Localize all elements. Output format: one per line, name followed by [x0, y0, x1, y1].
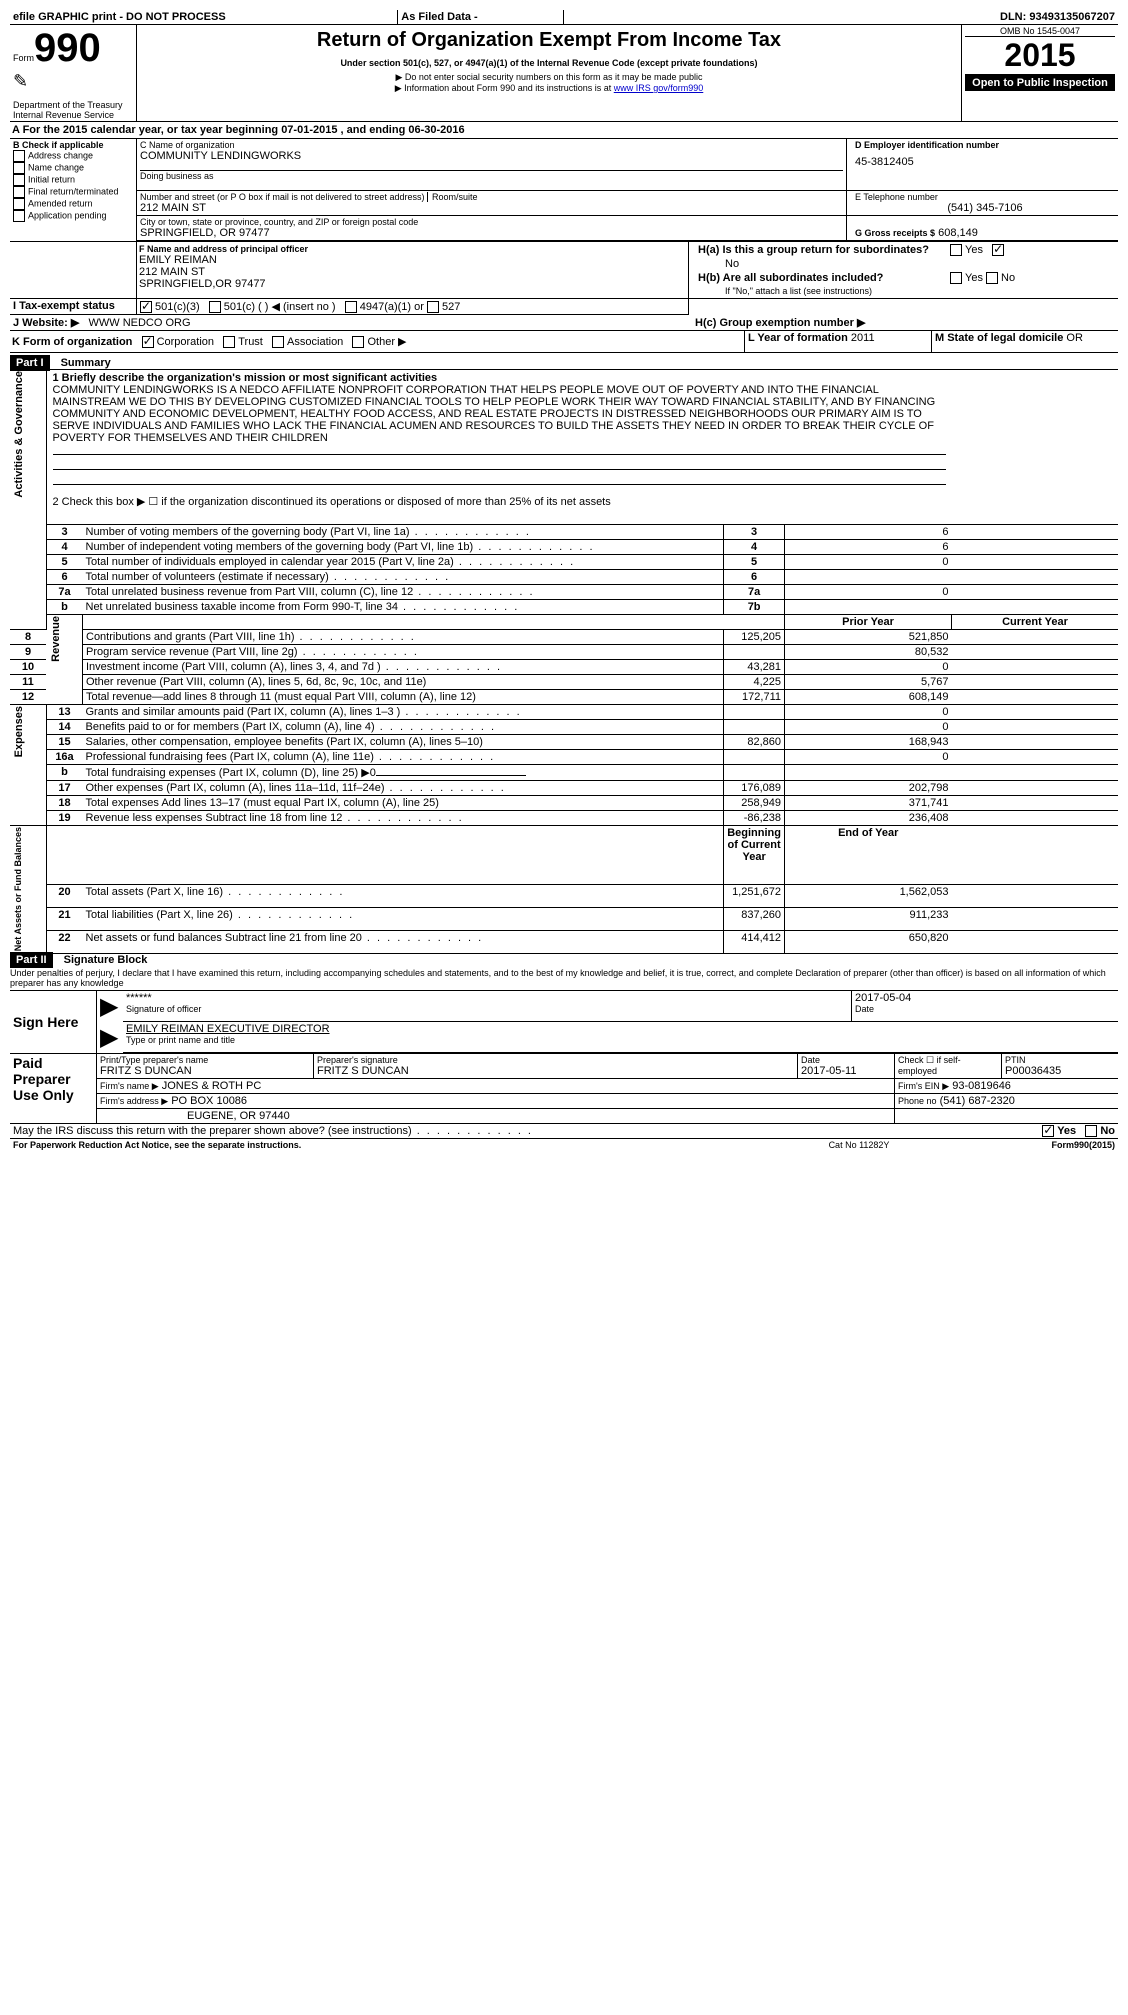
- part1-sub: Summary: [61, 357, 111, 369]
- i-4947[interactable]: [345, 301, 357, 313]
- discuss-row: May the IRS discuss this return with the…: [10, 1124, 1118, 1139]
- hb-yes[interactable]: [950, 272, 962, 284]
- f-city: SPRINGFIELD,OR 97477: [139, 278, 686, 290]
- ha-ans: No: [695, 257, 1115, 271]
- c-label: C Name of organization: [140, 140, 843, 150]
- tax-year: 2015: [965, 37, 1115, 75]
- g-value: 608,149: [938, 227, 978, 239]
- init-check[interactable]: [13, 174, 25, 186]
- i-501c[interactable]: [209, 301, 221, 313]
- mission-text: COMMUNITY LENDINGWORKS IS A NEDCO AFFILI…: [53, 384, 946, 444]
- addr-check[interactable]: [13, 150, 25, 162]
- declaration: Under penalties of perjury, I declare th…: [10, 966, 1118, 990]
- org-name: COMMUNITY LENDINGWORKS: [140, 150, 843, 162]
- omb-label: OMB No 1545-0047: [965, 26, 1115, 37]
- name-check[interactable]: [13, 162, 25, 174]
- i-527[interactable]: [427, 301, 439, 313]
- warn2: ▶ Information about Form 990 and its ins…: [395, 83, 614, 93]
- street-value: 212 MAIN ST: [140, 202, 843, 214]
- irs-label: Internal Revenue Service: [13, 110, 133, 120]
- e-value: (541) 345-7106: [855, 202, 1115, 214]
- open-inspection: Open to Public Inspection: [965, 75, 1115, 91]
- top-bar: efile GRAPHIC print - DO NOT PROCESS As …: [10, 10, 1118, 25]
- k-trust[interactable]: [223, 336, 235, 348]
- e-label: E Telephone number: [855, 192, 1115, 202]
- dln-value: 93493135067207: [1029, 11, 1115, 23]
- side-exp: Expenses: [13, 706, 25, 757]
- part2-sub: Signature Block: [64, 954, 148, 966]
- sign-block: Sign Here ▶ ****** Signature of officer …: [10, 990, 1118, 1054]
- k-other[interactable]: [352, 336, 364, 348]
- preparer-block: Paid Preparer Use Only Print/Type prepar…: [10, 1053, 1118, 1124]
- f-label: F Name and address of principal officer: [139, 244, 686, 254]
- part1-table: Activities & Governance 1 Briefly descri…: [10, 369, 1118, 953]
- irs-link[interactable]: www IRS gov/form990: [614, 83, 704, 93]
- dept-label: Department of the Treasury: [13, 100, 133, 110]
- form-subtitle: Under section 501(c), 527, or 4947(a)(1)…: [147, 58, 951, 68]
- side-ag: Activities & Governance: [13, 371, 25, 498]
- b-label: B Check if applicable: [13, 140, 133, 150]
- hb-no[interactable]: [986, 272, 998, 284]
- dba-label: Doing business as: [140, 170, 843, 181]
- ha-yes[interactable]: [950, 244, 962, 256]
- header-block: Form990 ✎ Department of the Treasury Int…: [10, 25, 1118, 122]
- app-check[interactable]: [13, 210, 25, 222]
- ij-block: I Tax-exempt status 501(c)(3) 501(c) ( )…: [10, 298, 1118, 331]
- discuss-no[interactable]: [1085, 1125, 1097, 1137]
- city-value: SPRINGFIELD, OR 97477: [140, 227, 843, 239]
- k-corp[interactable]: [142, 336, 154, 348]
- line-a: A For the 2015 calendar year, or tax yea…: [10, 122, 1118, 139]
- city-label: City or town, state or province, country…: [140, 217, 843, 227]
- amend-check[interactable]: [13, 198, 25, 210]
- warn1: ▶ Do not enter social security numbers o…: [147, 72, 951, 83]
- f-street: 212 MAIN ST: [139, 266, 686, 278]
- d-label: D Employer identification number: [855, 140, 1115, 150]
- side-rev: Revenue: [50, 616, 62, 662]
- klm-block: K Form of organization Corporation Trust…: [10, 331, 1118, 353]
- discuss-yes[interactable]: [1042, 1125, 1054, 1137]
- f-name: EMILY REIMAN: [139, 254, 686, 266]
- part1-title: Part I: [10, 355, 50, 371]
- form-prefix: Form: [13, 53, 34, 63]
- website: WWW NEDCO ORG: [89, 317, 191, 329]
- fh-block: F Name and address of principal officer …: [10, 241, 1118, 298]
- street-label: Number and street (or P O box if mail is…: [140, 192, 424, 202]
- footer: For Paperwork Reduction Act Notice, see …: [10, 1139, 1118, 1151]
- form-title: Return of Organization Exempt From Incom…: [147, 29, 951, 52]
- form-number: 990: [34, 26, 101, 70]
- ha-no[interactable]: [992, 244, 1004, 256]
- g-label: G Gross receipts $: [855, 228, 935, 238]
- dln-label: DLN:: [1000, 11, 1026, 23]
- bg-block: B Check if applicable Address change Nam…: [10, 139, 1118, 241]
- final-check[interactable]: [13, 186, 25, 198]
- asfiled-label: As Filed Data -: [398, 10, 564, 25]
- efile-label: efile GRAPHIC print - DO NOT PROCESS: [10, 10, 398, 25]
- d-value: 45-3812405: [855, 156, 1115, 168]
- k-assoc[interactable]: [272, 336, 284, 348]
- part2-title: Part II: [10, 952, 53, 968]
- side-net: Net Assets or Fund Balances: [13, 827, 23, 951]
- i-501c3[interactable]: [140, 301, 152, 313]
